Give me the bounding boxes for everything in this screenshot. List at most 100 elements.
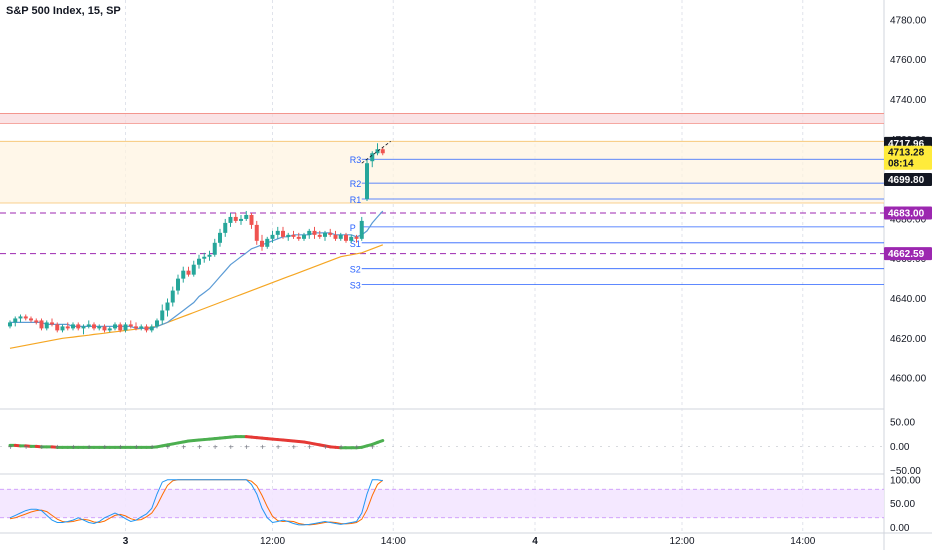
oscillator-cross-marker: + xyxy=(355,442,360,451)
candle-body xyxy=(239,218,243,221)
candle-body xyxy=(155,320,159,327)
oscillator-cross-marker: + xyxy=(181,442,186,451)
price-tag-value: 4717.96 xyxy=(888,139,925,150)
candle-body xyxy=(265,238,270,247)
pivot-label-s2: S2 xyxy=(350,265,361,275)
candle xyxy=(71,322,75,331)
chart-title: S&P 500 Index, 15, SP xyxy=(6,5,121,17)
stochastic-axis-tick: 0.00 xyxy=(890,523,910,534)
candle-body xyxy=(233,216,238,221)
price-axis-tick: 4780.00 xyxy=(890,15,927,26)
candle xyxy=(86,320,91,329)
price-tag-value: 4662.59 xyxy=(888,249,925,260)
candle-body xyxy=(181,270,186,279)
oscillator-cross-marker: + xyxy=(213,442,218,451)
pivot-label-p: P xyxy=(350,223,356,233)
candle-body xyxy=(296,236,301,239)
candle xyxy=(34,318,39,325)
price-axis-tick: 4640.00 xyxy=(890,294,927,305)
candle xyxy=(134,322,138,331)
candle xyxy=(8,320,12,329)
trend-segment xyxy=(361,140,391,164)
candle-body xyxy=(8,322,12,327)
candle-body xyxy=(333,234,338,239)
oscillator-cross-marker: + xyxy=(55,442,60,451)
candle xyxy=(270,230,275,243)
candle-body xyxy=(118,324,123,331)
oscillator-cross-marker: + xyxy=(103,442,108,451)
oscillator-cross-marker: + xyxy=(260,442,265,451)
candle xyxy=(275,226,280,239)
axes-layer: 4600.004620.004640.004660.004680.004700.… xyxy=(123,15,927,547)
candle-body xyxy=(317,234,322,237)
candle-body xyxy=(170,290,175,303)
candle xyxy=(380,147,385,156)
oscillator-axis-tick: 0.00 xyxy=(890,442,910,453)
candle-body xyxy=(139,326,144,329)
oscillator-cross-marker: + xyxy=(339,442,344,451)
stochastic-axis-tick: 50.00 xyxy=(890,499,915,510)
oscillator-axis-tick: −50.00 xyxy=(890,466,921,477)
candle-body xyxy=(338,234,343,239)
candle-body xyxy=(65,326,70,329)
candle xyxy=(197,254,201,269)
candle xyxy=(307,228,312,239)
candle xyxy=(144,324,149,333)
oscillator-cross-marker: + xyxy=(87,442,92,451)
price-tag-box xyxy=(884,145,932,170)
time-axis-tick: 4 xyxy=(532,536,538,547)
candle-body xyxy=(34,320,39,323)
pivot-label-r1: R1 xyxy=(350,195,362,205)
candle-body xyxy=(165,302,170,311)
candle xyxy=(139,324,144,331)
candle-body xyxy=(218,232,222,243)
price-tag-box xyxy=(884,206,932,220)
candle-body xyxy=(81,326,86,329)
candle-body xyxy=(291,234,296,237)
candle-body xyxy=(370,153,375,162)
candle xyxy=(202,252,207,263)
candle-body xyxy=(249,214,254,225)
candle xyxy=(50,318,54,327)
time-axis-tick: 3 xyxy=(123,536,129,547)
candle-body xyxy=(149,326,154,331)
stochastic-band xyxy=(0,489,884,518)
time-axis-tick: 14:00 xyxy=(381,536,406,547)
oscillator-cross-marker: + xyxy=(229,442,234,451)
candle-body xyxy=(134,326,138,329)
time-axis-tick: 12:00 xyxy=(260,536,285,547)
candle-body xyxy=(23,316,28,319)
candle-body xyxy=(186,270,191,275)
candle-body xyxy=(260,240,264,247)
price-tag-box xyxy=(884,173,932,187)
candle-body xyxy=(86,324,91,327)
candle xyxy=(312,226,317,239)
candle xyxy=(254,220,259,245)
candle xyxy=(13,316,18,327)
candle-body xyxy=(286,234,291,237)
candle-body xyxy=(55,324,60,331)
candle xyxy=(123,322,128,333)
price-axis-tick: 4740.00 xyxy=(890,95,927,106)
candle-body xyxy=(13,318,18,323)
oscillator-cross-marker: + xyxy=(276,442,281,451)
price-tag-value: 4713.28 xyxy=(888,148,925,159)
candle xyxy=(76,322,81,331)
candle-body xyxy=(307,230,312,235)
candle xyxy=(212,238,217,257)
candle-body xyxy=(375,149,380,154)
candle xyxy=(181,266,186,283)
candle xyxy=(102,324,107,333)
candle xyxy=(223,218,228,237)
candle xyxy=(291,230,296,239)
candle xyxy=(39,318,44,331)
price-tag-dark: 4699.80 xyxy=(884,173,932,187)
oscillator-cross-marker: + xyxy=(150,442,155,451)
candle xyxy=(338,232,343,241)
price-tag-purple: 4683.00 xyxy=(884,206,932,220)
candle xyxy=(170,286,175,307)
candle-body xyxy=(365,163,369,200)
candle-body xyxy=(244,214,249,219)
